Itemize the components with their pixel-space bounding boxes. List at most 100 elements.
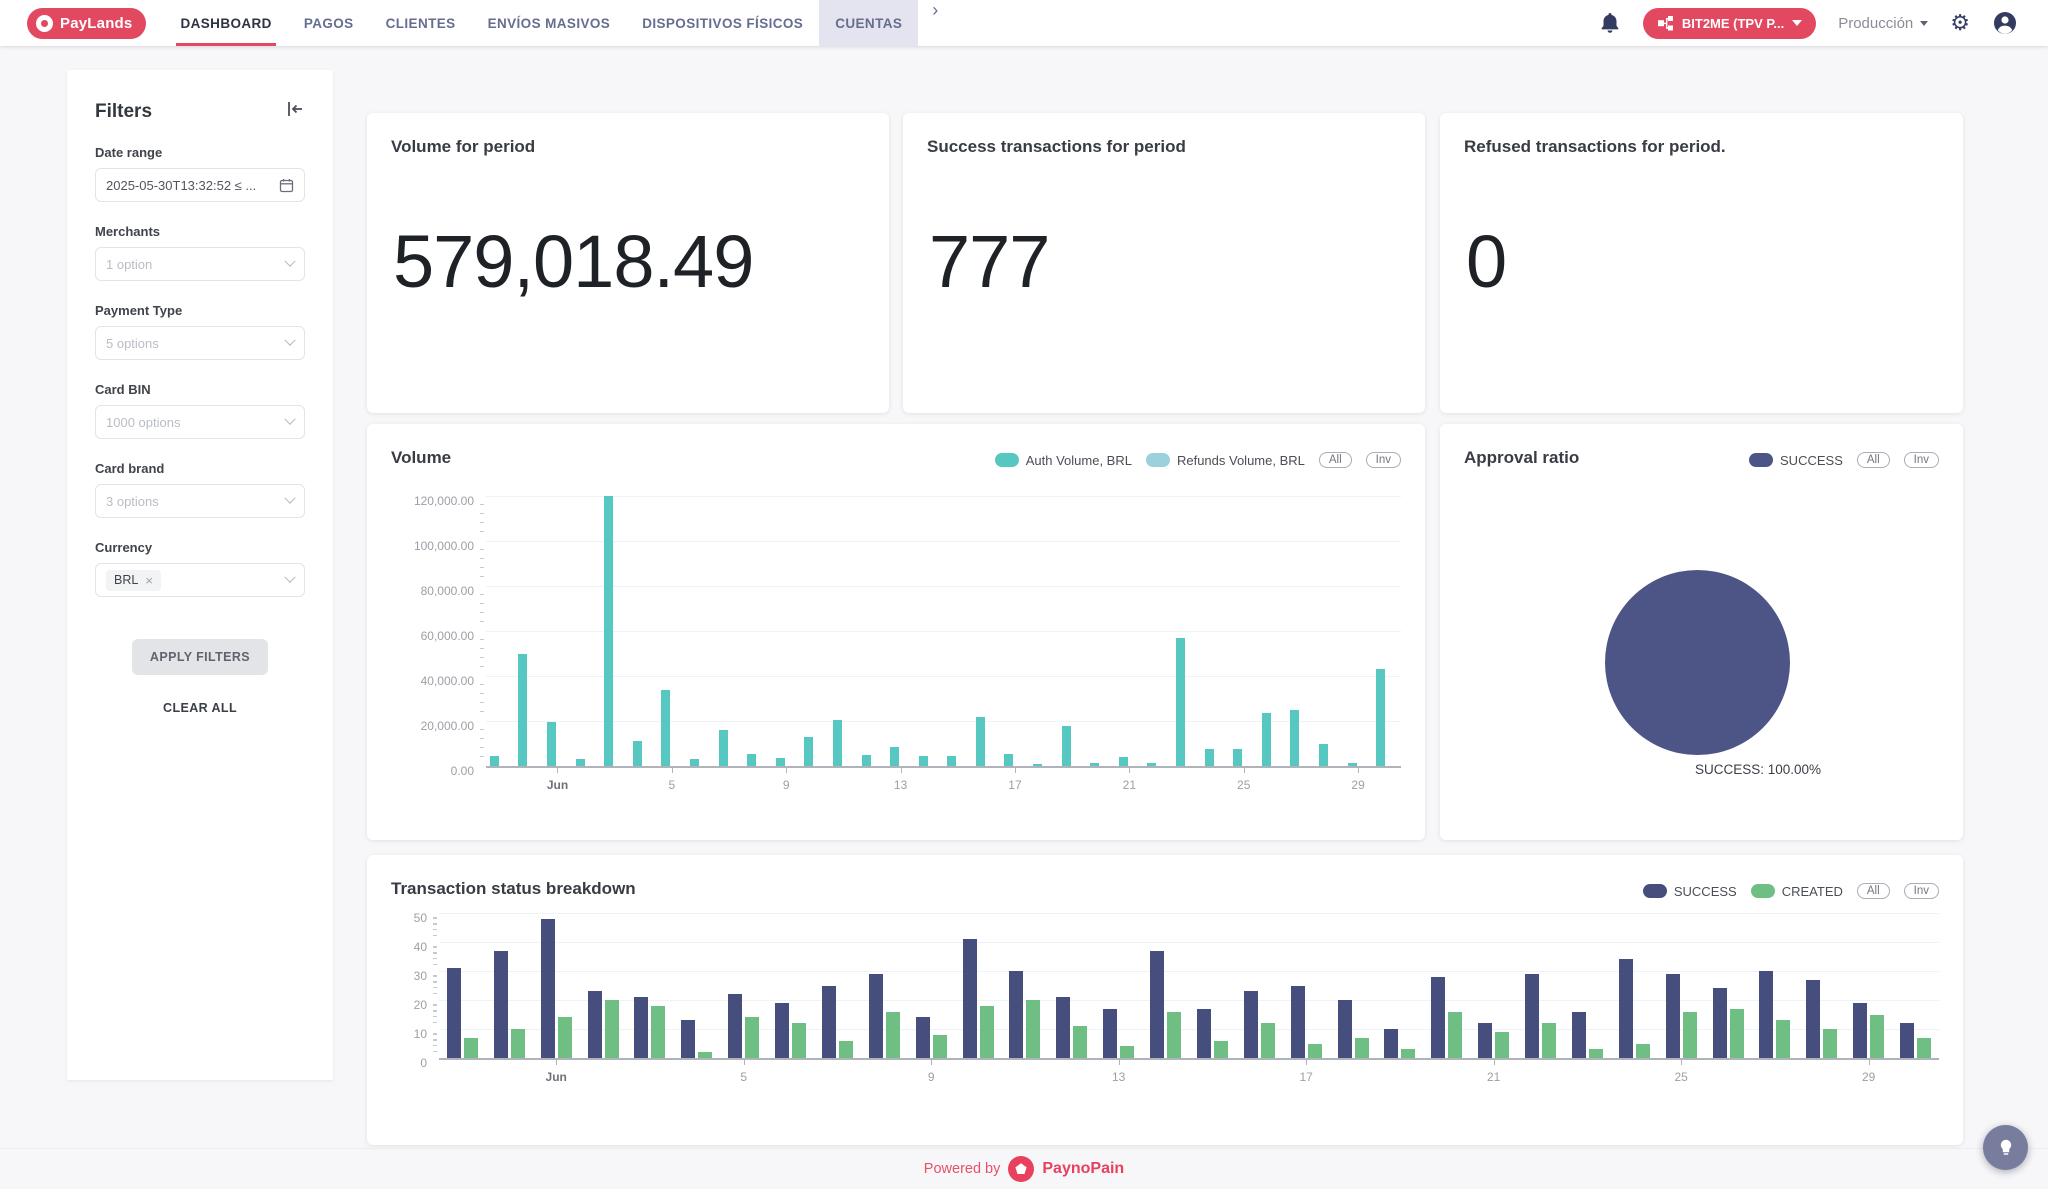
legend-label: SUCCESS xyxy=(1780,452,1843,468)
success-bar xyxy=(915,1017,930,1058)
created-bar xyxy=(1823,1029,1838,1058)
auth-volume-brl-bar xyxy=(1061,726,1071,766)
x-axis-slot xyxy=(1892,1063,1939,1087)
environment-selector[interactable]: Producción xyxy=(1838,15,1929,32)
currency-select[interactable]: BRL × xyxy=(95,563,305,597)
collapse-panel-icon[interactable] xyxy=(285,100,305,123)
plot-area xyxy=(439,915,1939,1058)
auth-volume-brl-bar xyxy=(1261,713,1271,766)
legend-item[interactable]: SUCCESS xyxy=(1749,453,1843,468)
user-avatar-icon[interactable] xyxy=(1992,10,2018,36)
x-axis-slot: 29 xyxy=(1344,768,1373,795)
x-axis-slot xyxy=(486,1063,533,1087)
success-bar xyxy=(1900,1023,1915,1058)
volume-chart-card: Volume Auth Volume, BRL Refunds Volume, B… xyxy=(367,424,1425,840)
chevron-down-icon xyxy=(284,413,296,425)
legend-label: SUCCESS xyxy=(1673,883,1737,899)
paynopain-logo-icon xyxy=(1008,1156,1035,1182)
transaction-status-legend: SUCCESS CREATED All Inv xyxy=(1642,883,1939,899)
created-bar xyxy=(1073,1026,1088,1058)
success-bar xyxy=(821,985,836,1058)
auth-volume-brl-bar xyxy=(689,759,699,766)
chip-remove-icon[interactable]: × xyxy=(145,572,153,588)
legend-all-button[interactable]: All xyxy=(1856,883,1890,899)
x-axis-slot: 25 xyxy=(1229,768,1258,795)
tab-cuentas[interactable]: CUENTAS xyxy=(819,0,919,46)
calendar-icon xyxy=(279,178,294,192)
card-brand-label: Card brand xyxy=(95,461,165,476)
created-bar xyxy=(1542,1023,1557,1058)
volume-chart-title: Volume xyxy=(391,448,452,467)
legend-inv-button[interactable]: Inv xyxy=(1903,452,1939,468)
caret-down-icon xyxy=(1920,20,1929,26)
x-axis-slot xyxy=(1517,1063,1564,1087)
auth-volume-brl-bar xyxy=(661,689,671,766)
success-bar xyxy=(1431,976,1446,1058)
approval-ratio-pie[interactable] xyxy=(1605,570,1790,755)
merchants-select[interactable]: 1 option xyxy=(95,247,305,281)
tab-dispositivos-fisicos[interactable]: DISPOSITIVOS FÍSICOS xyxy=(642,15,804,31)
legend-item[interactable]: Refunds Volume, BRL xyxy=(1145,453,1305,468)
x-axis-slot: 17 xyxy=(1001,768,1030,795)
tab-dashboard[interactable]: DASHBOARD xyxy=(164,0,287,46)
footer: Powered by PaynoPain xyxy=(0,1148,2048,1189)
date-range-input[interactable]: 2025-05-30T13:32:52 ≤ ... xyxy=(95,168,305,202)
legend-item[interactable]: Auth Volume, BRL xyxy=(994,453,1132,468)
tab-pagos[interactable]: PAGOS xyxy=(303,15,354,31)
clear-all-button[interactable]: CLEAR ALL xyxy=(163,701,237,715)
payment-type-value: 5 options xyxy=(106,335,159,351)
created-bar xyxy=(1307,1043,1322,1058)
merchants-label: Merchants xyxy=(95,224,161,239)
x-axis-slot xyxy=(743,771,772,795)
x-axis-slot xyxy=(1705,1063,1752,1087)
card-bin-select[interactable]: 1000 options xyxy=(95,405,305,439)
auth-volume-brl-bar xyxy=(1290,709,1300,766)
created-bar xyxy=(463,1037,478,1058)
x-axis-slot: Jun xyxy=(533,1060,580,1087)
success-bar xyxy=(1478,1023,1493,1058)
legend-all-button[interactable]: All xyxy=(1856,452,1890,468)
created-bar xyxy=(1776,1020,1791,1058)
apply-filters-button[interactable]: APPLY FILTERS xyxy=(131,639,269,675)
auth-volume-brl-bar xyxy=(518,653,528,766)
help-lightbulb-button[interactable] xyxy=(1983,1125,2028,1170)
gear-icon[interactable]: ⚙ xyxy=(1950,10,1970,35)
success-bar xyxy=(1009,971,1024,1058)
legend-item[interactable]: SUCCESS xyxy=(1642,883,1737,899)
chevron-down-icon xyxy=(284,492,296,504)
approval-ratio-legend: SUCCESS All Inv xyxy=(1749,452,1939,468)
x-axis-slot xyxy=(515,771,544,795)
paylands-logo[interactable]: PayLands xyxy=(27,7,147,39)
legend-inv-button[interactable]: Inv xyxy=(1365,452,1401,468)
account-selector-button[interactable]: BIT2ME (TPV P... xyxy=(1642,7,1817,39)
approval-ratio-title: Approval ratio xyxy=(1464,448,1580,467)
x-axis-label: 5 xyxy=(668,778,676,792)
auth-volume-brl-bar xyxy=(890,746,900,766)
y-axis-label: 30 xyxy=(413,969,427,983)
x-axis-slot xyxy=(1236,1063,1283,1087)
notifications-bell-icon[interactable] xyxy=(1599,11,1621,35)
kpi-value-success: 777 xyxy=(929,220,1050,303)
legend-item[interactable]: CREATED xyxy=(1750,884,1843,899)
created-bar xyxy=(1448,1011,1463,1058)
y-axis-label: 40 xyxy=(413,940,427,954)
success-bar xyxy=(728,994,743,1058)
nav-more-chevron-icon[interactable]: › xyxy=(932,0,939,20)
x-axis-slot xyxy=(1330,1063,1377,1087)
x-axis-slot xyxy=(1423,1063,1470,1087)
legend-inv-button[interactable]: Inv xyxy=(1903,883,1939,899)
created-bar xyxy=(604,1000,619,1058)
auth-volume-brl-bar xyxy=(1147,763,1157,766)
tab-clientes[interactable]: CLIENTES xyxy=(385,15,456,31)
card-brand-select[interactable]: 3 options xyxy=(95,484,305,518)
auth-volume-brl-bar xyxy=(1233,749,1243,766)
x-axis-slot xyxy=(629,771,658,795)
payment-type-select[interactable]: 5 options xyxy=(95,326,305,360)
paylands-logo-icon xyxy=(36,14,53,32)
date-range-label: Date range xyxy=(95,145,163,160)
tab-envios-masivos[interactable]: ENVÍOS MASIVOS xyxy=(487,15,611,31)
x-axis-slot xyxy=(1189,1063,1236,1087)
created-bar xyxy=(838,1040,853,1058)
card-bin-label: Card BIN xyxy=(95,382,151,397)
legend-all-button[interactable]: All xyxy=(1318,452,1352,468)
